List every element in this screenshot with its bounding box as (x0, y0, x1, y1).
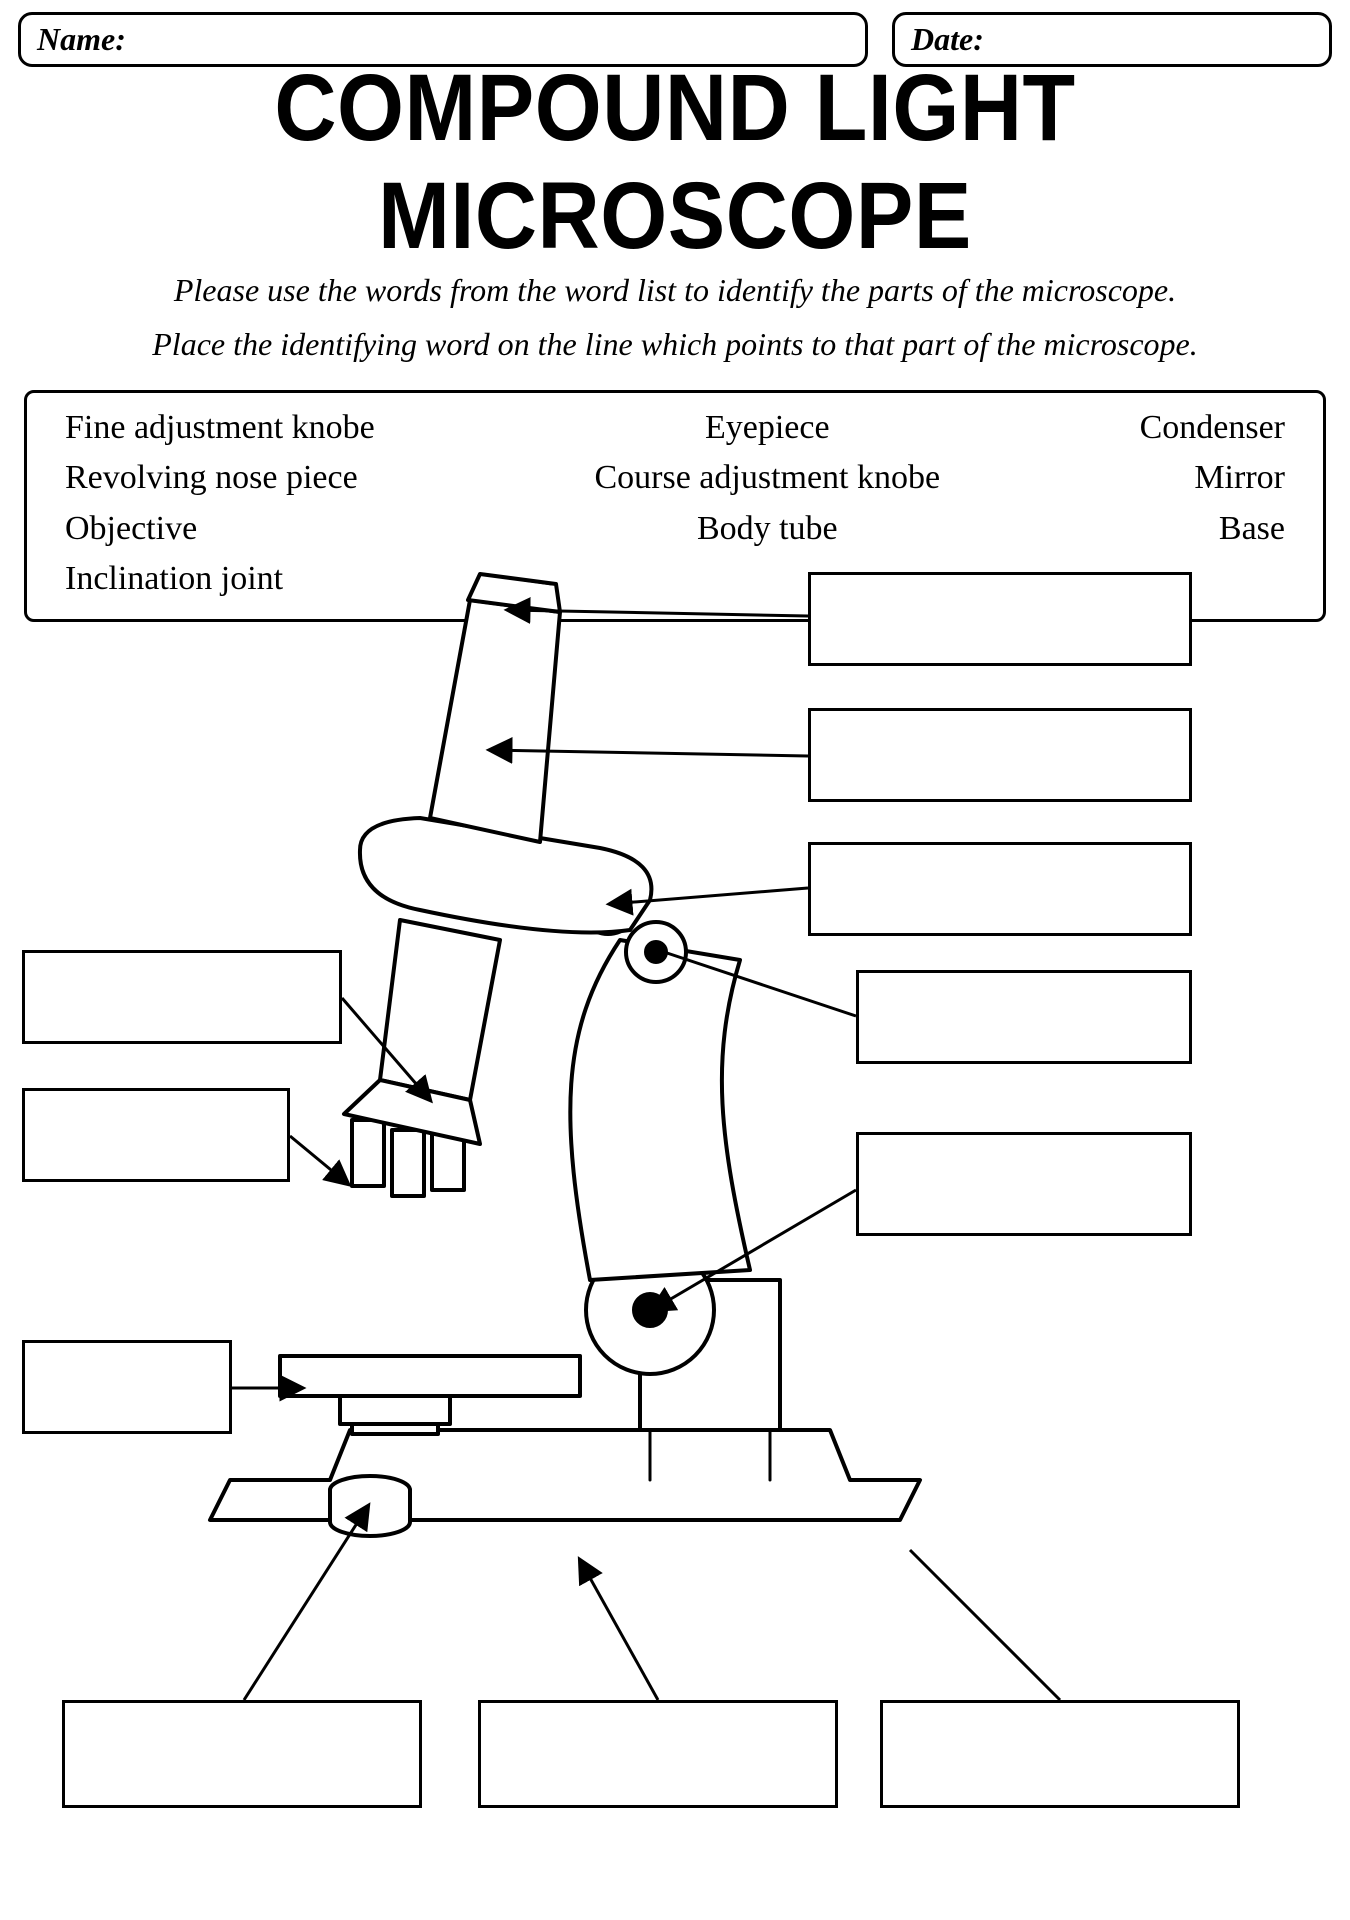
answer-box[interactable] (856, 1132, 1192, 1236)
instruction-line-1: Please use the words from the word list … (30, 263, 1320, 317)
word-bank-item: Course adjustment knobe (594, 457, 940, 500)
answer-box[interactable] (808, 572, 1192, 666)
answer-box[interactable] (22, 1088, 290, 1182)
answer-box[interactable] (22, 1340, 232, 1434)
answer-box[interactable] (808, 842, 1192, 936)
word-bank-item: Revolving nose piece (65, 457, 358, 500)
word-bank-item: Eyepiece (705, 407, 830, 450)
answer-box[interactable] (62, 1700, 422, 1808)
answer-box[interactable] (478, 1700, 838, 1808)
word-bank-item: Base (1219, 508, 1285, 551)
page-title: COMPOUND LIGHT MICROSCOPE (0, 55, 1350, 271)
answer-box[interactable] (808, 708, 1192, 802)
word-bank-item: Condenser (1140, 407, 1285, 450)
instruction-line-2: Place the identifying word on the line w… (30, 317, 1320, 371)
word-bank-item: Mirror (1194, 457, 1285, 500)
answer-box[interactable] (880, 1700, 1240, 1808)
answer-box[interactable] (856, 970, 1192, 1064)
word-bank-item: Fine adjustment knobe (65, 407, 375, 450)
word-bank-item: Objective (65, 508, 197, 551)
word-bank-item: Body tube (697, 508, 838, 551)
instructions: Please use the words from the word list … (30, 263, 1320, 372)
answer-box[interactable] (22, 950, 342, 1044)
